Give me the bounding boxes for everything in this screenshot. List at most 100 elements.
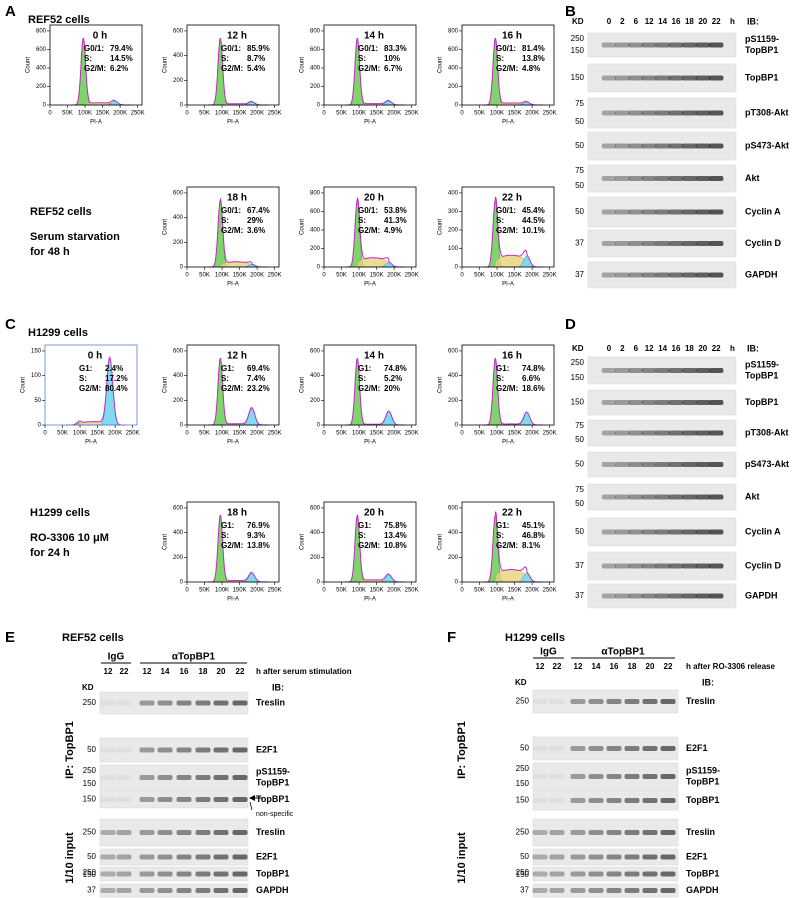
x-tick-label: 250K	[405, 431, 419, 437]
x-tick-label: 100K	[352, 431, 366, 437]
lane-note: h after serum stimulation	[256, 667, 352, 676]
band	[668, 529, 684, 535]
band	[588, 888, 604, 893]
lane-label: 12	[574, 662, 583, 671]
kd-marker: 75	[575, 421, 584, 430]
band	[668, 272, 684, 278]
blot-label: E2F1	[686, 743, 708, 753]
band	[615, 272, 630, 278]
band	[176, 888, 192, 893]
band	[655, 494, 670, 500]
kd-marker: 250	[571, 34, 585, 43]
stat-value: 81.4%	[522, 44, 545, 53]
band	[641, 110, 657, 116]
band	[708, 241, 724, 246]
lane-label: 22	[236, 667, 245, 676]
kd-header: KD	[572, 17, 584, 26]
fit-outline	[345, 197, 405, 268]
band	[601, 494, 617, 500]
band	[628, 529, 644, 535]
band	[628, 272, 644, 278]
x-tick-label: 150K	[508, 588, 522, 594]
lane-label: 22	[553, 662, 562, 671]
band	[628, 494, 644, 500]
band	[695, 75, 711, 81]
time-label: 22 h	[502, 508, 522, 519]
section-label: 1/10 input	[64, 832, 76, 884]
band	[708, 430, 724, 436]
band	[601, 209, 617, 215]
stat-value: 8.1%	[522, 541, 540, 550]
x-tick-label: 150K	[233, 588, 247, 594]
lane-label: 14	[658, 344, 667, 353]
band	[100, 830, 116, 835]
band	[157, 797, 173, 802]
band	[100, 700, 116, 706]
kd-marker: 50	[575, 207, 584, 216]
panel-letter: D	[565, 316, 576, 333]
band	[549, 871, 565, 877]
band	[232, 797, 248, 802]
kd-marker: 250	[83, 766, 97, 775]
fit-outline	[345, 357, 405, 426]
band	[232, 888, 248, 893]
band	[549, 854, 565, 860]
kd-marker: 150	[571, 398, 585, 407]
lane-label: 14	[658, 17, 667, 26]
plot-frame	[186, 344, 280, 426]
band	[628, 563, 644, 569]
band	[682, 462, 697, 467]
band	[641, 368, 657, 373]
band	[655, 209, 670, 215]
x-tick-label: 200K	[387, 431, 401, 437]
blot-strip	[99, 790, 249, 809]
kd-marker: 150	[516, 870, 530, 879]
x-tick-label: 0	[185, 588, 189, 594]
band	[615, 430, 630, 436]
y-tick-label: 200	[310, 246, 321, 252]
kd-marker: 37	[87, 886, 96, 895]
y-axis-label: Count	[438, 219, 444, 235]
x-tick-label: 0	[460, 111, 464, 117]
y-tick-label: 100	[448, 246, 459, 252]
fit-outline	[208, 197, 268, 268]
y-tick-label: 200	[173, 555, 184, 561]
band	[588, 871, 604, 877]
band	[628, 209, 644, 215]
band	[628, 430, 644, 436]
x-axis-label: PI-A	[85, 440, 97, 446]
band	[601, 462, 617, 467]
band	[682, 529, 697, 535]
y-tick-label: 400	[448, 373, 459, 379]
x-tick-label: 150K	[96, 111, 110, 117]
kd-marker: 50	[575, 435, 584, 444]
y-tick-label: 400	[310, 228, 321, 234]
band	[116, 871, 132, 877]
band	[682, 75, 697, 81]
time-label: 14 h	[364, 31, 384, 42]
band	[708, 563, 724, 569]
band	[682, 209, 697, 215]
band	[615, 494, 630, 500]
lane-label: 6	[634, 344, 639, 353]
y-tick-label: 200	[310, 84, 321, 90]
plot-frame	[461, 344, 555, 426]
fit-outline	[483, 511, 543, 583]
band	[708, 593, 724, 599]
band	[213, 747, 229, 753]
blot-label: Akt	[745, 491, 760, 501]
band	[624, 746, 640, 751]
lane-label: 16	[180, 667, 189, 676]
band	[549, 699, 565, 704]
stat-label: S:	[221, 216, 229, 225]
band	[655, 143, 670, 149]
stat-label: G2/M:	[358, 64, 380, 73]
band	[213, 854, 229, 860]
blot-label: pS473-Akt	[745, 140, 789, 150]
band	[655, 368, 670, 373]
stat-value: 14.5%	[110, 54, 133, 63]
band	[570, 798, 586, 803]
stat-value: 7.4%	[247, 374, 265, 383]
x-tick-label: 0	[460, 588, 464, 594]
